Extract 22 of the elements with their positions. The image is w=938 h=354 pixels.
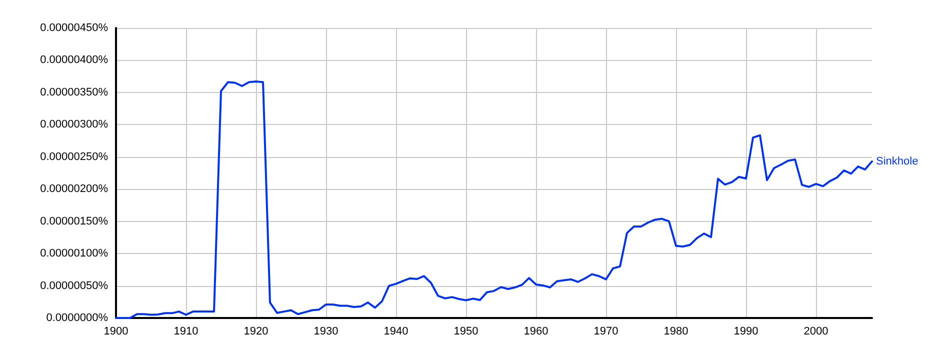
y-tick-label: 0.00000400% <box>40 54 108 66</box>
x-tick-label: 1970 <box>594 326 618 338</box>
x-tick-label: 1920 <box>244 326 268 338</box>
y-tick-label: 0.00000200% <box>40 183 108 196</box>
x-tick-label: 1980 <box>664 326 688 338</box>
x-tick-label: 2000 <box>804 326 828 338</box>
y-tick-label: 0.00000450% <box>40 22 108 34</box>
x-tick-label: 1940 <box>384 326 408 338</box>
y-tick-label: 0.00000300% <box>40 118 108 131</box>
x-tick-label: 1930 <box>314 326 338 338</box>
x-tick-label: 1910 <box>174 326 198 338</box>
x-tick-label: 1950 <box>454 326 478 338</box>
x-tick-label: 1960 <box>524 326 548 338</box>
series-label: Sinkhole <box>876 155 918 168</box>
x-tick-label: 1900 <box>104 326 128 338</box>
y-tick-label: 0.00000100% <box>40 248 108 260</box>
y-tick-label: 0.00000150% <box>40 215 108 228</box>
y-tick-label: 0.00000250% <box>40 150 108 163</box>
y-tick-label: 0.0000000% <box>46 312 108 324</box>
x-tick-label: 1990 <box>734 326 758 338</box>
y-tick-label: 0.00000050% <box>40 280 108 292</box>
y-tick-label: 0.00000350% <box>40 86 108 98</box>
